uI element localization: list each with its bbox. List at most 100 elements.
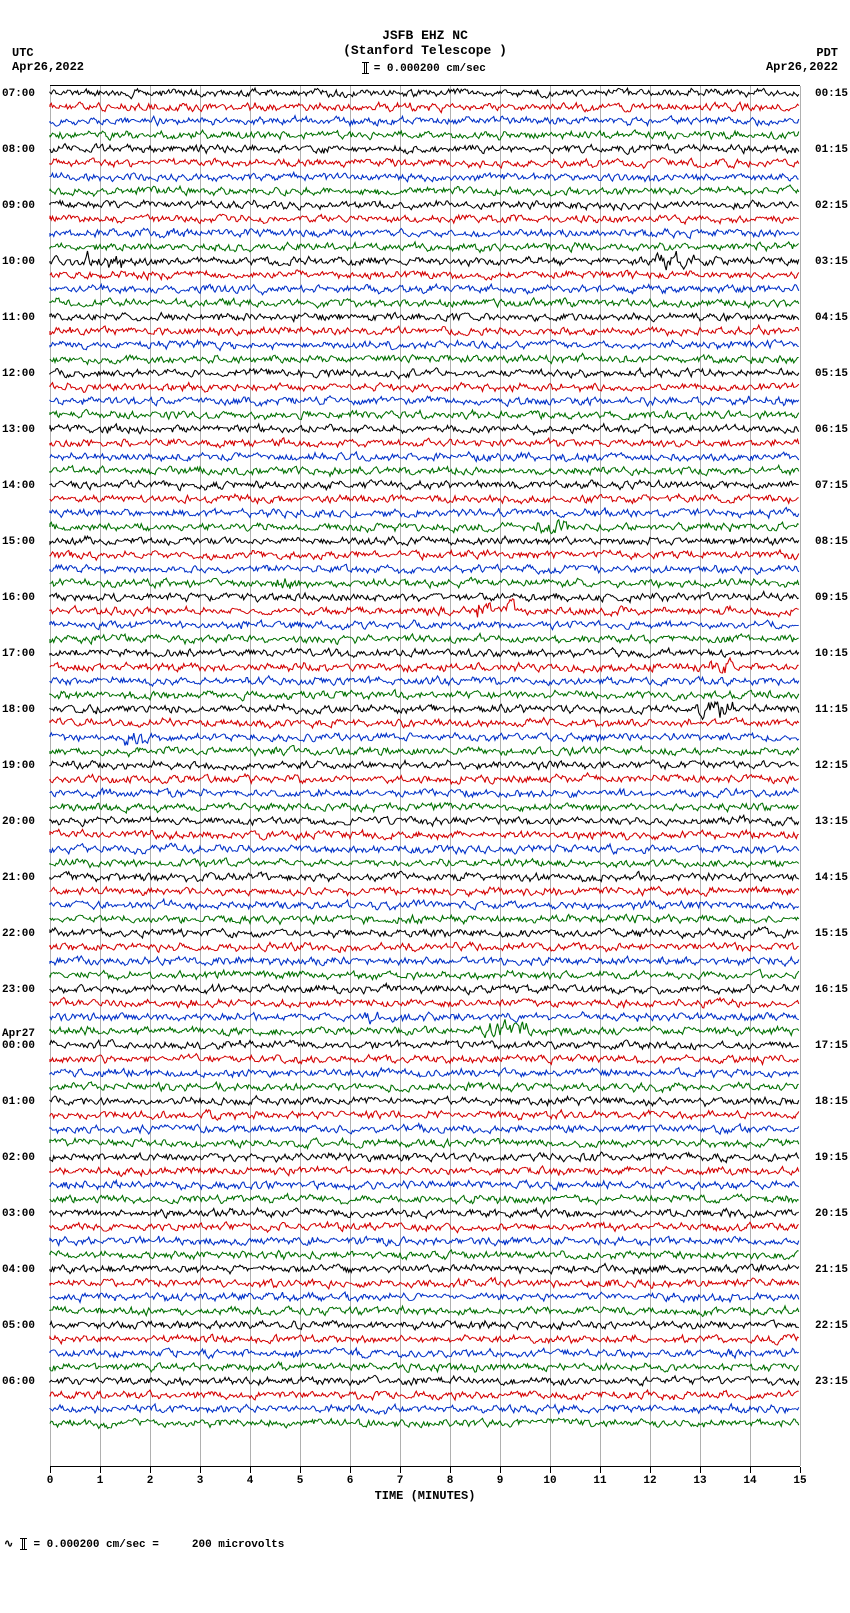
footer-text-1: = 0.000200 cm/sec = [33,1539,158,1551]
wave-symbol: ∿ [4,1539,13,1551]
footer-text-2: 200 microvolts [192,1539,284,1551]
pdt-time-label: 04:15 [815,312,848,324]
x-tick [300,1467,301,1473]
utc-time-label: 03:00 [2,1208,35,1220]
utc-time-label: 18:00 [2,704,35,716]
pdt-time-label: 17:15 [815,1040,848,1052]
pdt-time-label: 23:15 [815,1376,848,1388]
pdt-time-label: 03:15 [815,256,848,268]
utc-time-label: 04:00 [2,1264,35,1276]
x-tick [500,1467,501,1473]
plot-header: JSFB EHZ NC (Stanford Telescope ) = 0.00… [0,0,850,75]
pdt-time-label: 02:15 [815,200,848,212]
x-tick [750,1467,751,1473]
x-tick-label: 7 [397,1475,404,1487]
gridline [800,86,801,1466]
utc-header: UTC Apr26,2022 [12,46,84,74]
x-tick-label: 0 [47,1475,54,1487]
pdt-time-label: 14:15 [815,872,848,884]
x-tick [150,1467,151,1473]
utc-time-label: 17:00 [2,648,35,660]
x-tick [200,1467,201,1473]
pdt-time-label: 01:15 [815,144,848,156]
station-location: (Stanford Telescope ) [0,43,850,58]
utc-time-label: 00:00 [2,1040,35,1052]
pdt-header: PDT Apr26,2022 [766,46,838,74]
x-tick [250,1467,251,1473]
utc-time-label: 16:00 [2,592,35,604]
x-tick-label: 3 [197,1475,204,1487]
x-tick [100,1467,101,1473]
pdt-time-label: 22:15 [815,1320,848,1332]
amplitude-scale: = 0.000200 cm/sec [0,62,850,75]
utc-time-label: 09:00 [2,200,35,212]
utc-date-change-label: Apr27 [2,1028,35,1040]
x-tick-label: 5 [297,1475,304,1487]
pdt-time-label: 11:15 [815,704,848,716]
utc-time-label: 10:00 [2,256,35,268]
pdt-time-label: 05:15 [815,368,848,380]
utc-time-label: 02:00 [2,1152,35,1164]
x-tick [700,1467,701,1473]
x-tick [400,1467,401,1473]
utc-time-label: 23:00 [2,984,35,996]
x-tick-label: 14 [743,1475,756,1487]
x-axis-title: TIME (MINUTES) [50,1467,800,1503]
x-tick-label: 13 [693,1475,706,1487]
x-tick-label: 2 [147,1475,154,1487]
x-tick-label: 10 [543,1475,556,1487]
utc-time-label: 06:00 [2,1376,35,1388]
station-id: JSFB EHZ NC [0,28,850,43]
pdt-time-label: 00:15 [815,88,848,100]
utc-time-label: 01:00 [2,1096,35,1108]
pdt-time-label: 16:15 [815,984,848,996]
utc-time-label: 08:00 [2,144,35,156]
utc-time-label: 14:00 [2,480,35,492]
x-tick [650,1467,651,1473]
x-tick [550,1467,551,1473]
utc-time-label: 13:00 [2,424,35,436]
utc-date: Apr26,2022 [12,60,84,74]
x-tick-label: 4 [247,1475,254,1487]
seismic-trace [50,1409,800,1437]
utc-time-label: 19:00 [2,760,35,772]
pdt-time-label: 10:15 [815,648,848,660]
trace-row [50,1416,800,1430]
pdt-time-label: 15:15 [815,928,848,940]
pdt-tz: PDT [766,46,838,60]
pdt-time-label: 20:15 [815,1208,848,1220]
pdt-time-label: 08:15 [815,536,848,548]
utc-time-label: 20:00 [2,816,35,828]
utc-time-label: 12:00 [2,368,35,380]
x-tick [350,1467,351,1473]
footer-scale: ∿ = 0.000200 cm/sec = 200 microvolts [4,1537,846,1551]
seismogram-page: UTC Apr26,2022 PDT Apr26,2022 JSFB EHZ N… [0,0,850,1551]
scale-bar-icon [364,62,367,74]
x-tick [600,1467,601,1473]
pdt-time-label: 12:15 [815,760,848,772]
pdt-time-label: 07:15 [815,480,848,492]
scale-bar-icon [22,1538,25,1550]
utc-time-label: 11:00 [2,312,35,324]
x-tick-label: 8 [447,1475,454,1487]
x-tick [800,1467,801,1473]
utc-time-label: 15:00 [2,536,35,548]
x-tick-label: 11 [593,1475,606,1487]
utc-tz: UTC [12,46,84,60]
x-tick-label: 1 [97,1475,104,1487]
x-tick-label: 15 [793,1475,806,1487]
pdt-time-label: 13:15 [815,816,848,828]
utc-time-label: 22:00 [2,928,35,940]
pdt-date: Apr26,2022 [766,60,838,74]
x-tick [450,1467,451,1473]
pdt-time-label: 06:15 [815,424,848,436]
x-tick-label: 12 [643,1475,656,1487]
scale-value: = 0.000200 cm/sec [374,63,486,75]
pdt-time-label: 18:15 [815,1096,848,1108]
pdt-time-label: 21:15 [815,1264,848,1276]
x-tick-label: 6 [347,1475,354,1487]
x-tick [50,1467,51,1473]
utc-time-label: 05:00 [2,1320,35,1332]
pdt-time-label: 09:15 [815,592,848,604]
x-axis: TIME (MINUTES) 0123456789101112131415 [50,1466,800,1507]
